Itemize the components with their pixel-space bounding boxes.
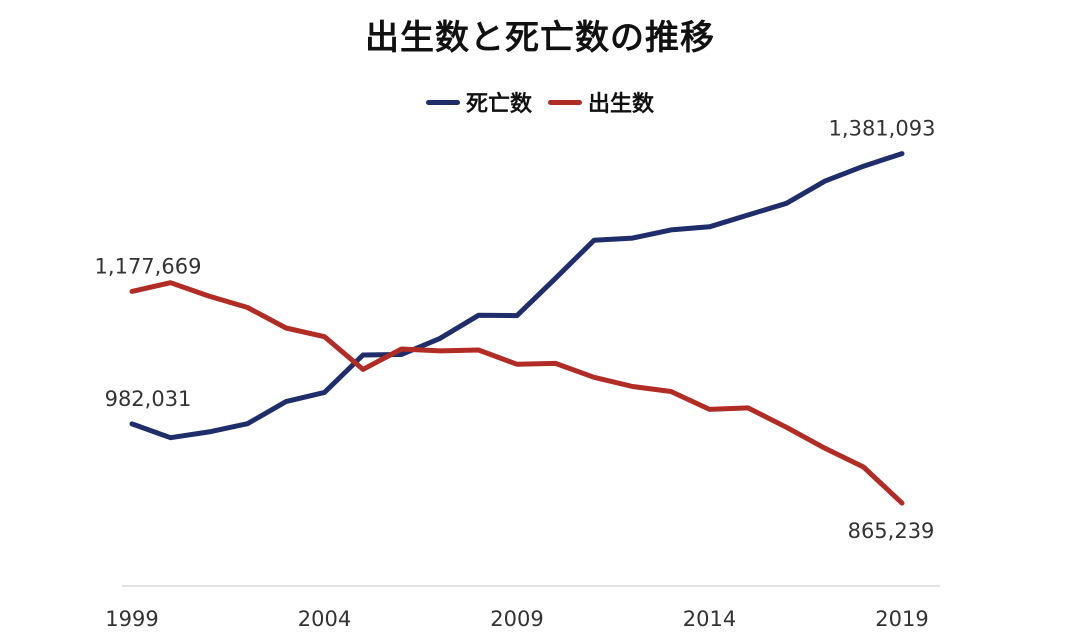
data-label-deaths-start: 982,031	[105, 387, 192, 411]
x-tick-label-1999: 1999	[105, 607, 158, 631]
legend-label-deaths: 死亡数	[465, 92, 532, 117]
legend-item-births: 出生数	[548, 86, 654, 118]
label-layer: 982,031 1,381,093 1,177,669 865,239	[95, 117, 936, 543]
chart-title: 出生数と死亡数の推移	[365, 18, 715, 58]
data-label-births-start: 1,177,669	[95, 254, 202, 278]
x-tick-label-2004: 2004	[298, 607, 351, 631]
series-line-births	[129, 280, 905, 506]
legend-swatch-births	[548, 99, 582, 105]
x-tick-label-2009: 2009	[490, 607, 543, 631]
data-label-deaths-end: 1,381,093	[829, 117, 936, 141]
series-line-deaths	[129, 151, 905, 441]
data-label-births-end: 865,239	[848, 519, 935, 543]
x-tick-layer: 1999 2004 2009 2014 2019	[105, 607, 928, 631]
legend-item-deaths: 死亡数	[425, 86, 532, 118]
legend-swatch-deaths	[425, 99, 460, 105]
x-tick-label-2014: 2014	[683, 607, 736, 631]
legend: 死亡数 出生数	[0, 86, 1080, 118]
x-tick-label-2019: 2019	[875, 607, 928, 631]
series-layer	[129, 151, 905, 506]
legend-label-births: 出生数	[588, 92, 655, 117]
